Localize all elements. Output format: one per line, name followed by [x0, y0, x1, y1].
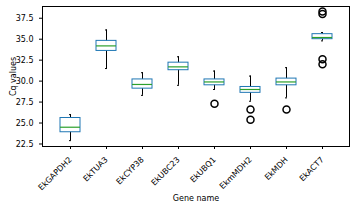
svg-text:EkmMDH2: EkmMDH2 — [218, 155, 254, 191]
svg-text:35.0: 35.0 — [16, 35, 34, 44]
svg-text:EkMDH: EkMDH — [263, 155, 290, 182]
svg-text:37.5: 37.5 — [16, 14, 34, 23]
svg-text:EkUBQ1: EkUBQ1 — [188, 155, 217, 184]
svg-text:Gene name: Gene name — [173, 194, 219, 203]
svg-text:EkTUA3: EkTUA3 — [81, 155, 109, 183]
svg-text:EkACT7: EkACT7 — [298, 155, 326, 183]
svg-text:30.0: 30.0 — [16, 77, 34, 86]
svg-text:25.0: 25.0 — [16, 119, 34, 128]
svg-text:22.5: 22.5 — [16, 140, 34, 149]
svg-text:EkGAPDH2: EkGAPDH2 — [37, 155, 74, 192]
svg-text:32.5: 32.5 — [16, 56, 34, 65]
svg-text:Cq values: Cq values — [9, 57, 18, 96]
svg-text:EkUBC23: EkUBC23 — [149, 155, 181, 187]
svg-text:27.5: 27.5 — [16, 98, 34, 107]
svg-text:EkCYP38: EkCYP38 — [115, 155, 146, 186]
